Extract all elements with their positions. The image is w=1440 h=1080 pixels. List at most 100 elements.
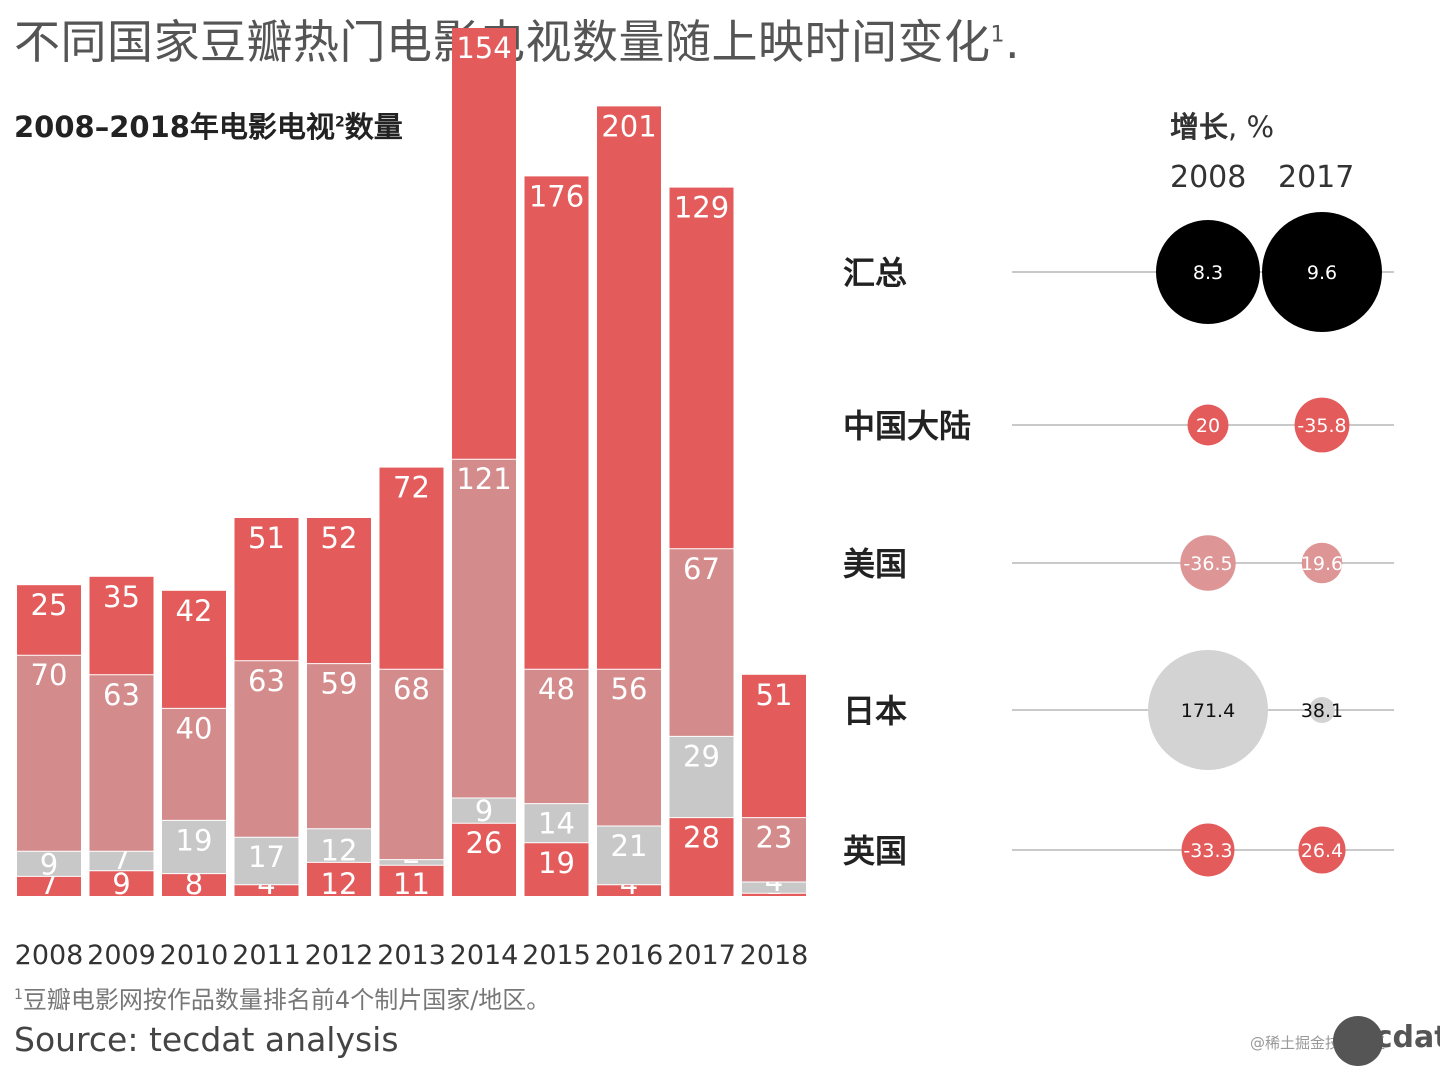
bar-segment-2014-3	[452, 459, 516, 798]
growth-value-row-4-2017: 38.1	[1301, 700, 1343, 722]
bar-label-2013-1: 11	[393, 867, 430, 901]
bar-label-2011-3: 63	[248, 664, 285, 698]
growth-bubble-row-1-2008	[1156, 220, 1260, 324]
bar-segment-2009-2	[89, 851, 154, 871]
x-tick-2013: 2013	[377, 940, 446, 971]
bar-segment-2018-4	[742, 674, 806, 818]
bar-segment-2012-3	[307, 663, 371, 829]
bar-segment-2014-2	[452, 798, 516, 824]
bar-segment-2013-1	[379, 865, 444, 896]
growth-value-row-5-2017: 26.4	[1301, 840, 1343, 862]
bar-segment-2016-1	[597, 884, 661, 896]
bar-segment-2017-1	[669, 817, 734, 896]
bar-segment-2012-4	[307, 518, 371, 664]
bar-segment-2015-2	[524, 803, 589, 843]
bar-segment-2013-3	[379, 669, 444, 860]
growth-year-2008: 2008	[1170, 160, 1247, 195]
bar-label-2014-2: 9	[475, 794, 493, 828]
bar-segment-2008-4	[17, 585, 81, 656]
watermark-text: tecdat	[1340, 1020, 1440, 1055]
bar-label-2012-3: 59	[321, 667, 358, 701]
growth-bubble-row-4-2017	[1309, 697, 1335, 723]
growth-bubble-row-2-2017	[1294, 397, 1350, 453]
bar-segment-2008-3	[17, 655, 81, 852]
growth-row-label-row-4: 日本	[843, 692, 907, 730]
x-tick-2009: 2009	[87, 940, 156, 971]
bar-segment-2018-1	[742, 893, 806, 896]
bar-label-2008-4: 25	[31, 588, 68, 622]
bar-segment-2011-1	[234, 884, 299, 896]
bar-label-2015-4: 176	[529, 179, 584, 213]
growth-bubble-row-1-2017	[1262, 212, 1382, 332]
growth-bubble-row-5-2008	[1181, 823, 1235, 877]
bar-label-2010-4: 42	[176, 594, 213, 628]
growth-value-row-1-2017: 9.6	[1307, 262, 1337, 284]
bar-segment-2014-1	[452, 823, 516, 896]
bar-segment-2008-1	[17, 876, 81, 896]
bar-label-2014-3: 121	[456, 462, 511, 496]
bar-segment-2015-4	[524, 176, 589, 670]
growth-bubble-row-3-2017	[1301, 542, 1343, 584]
x-tick-2008: 2008	[15, 940, 84, 971]
bar-segment-2015-3	[524, 669, 589, 804]
bar-label-2008-3: 70	[31, 658, 68, 692]
bar-segment-2011-4	[234, 518, 299, 661]
x-tick-2015: 2015	[522, 940, 591, 971]
bar-chart-subtitle: 2008–2018年电影电视2数量	[14, 110, 403, 144]
x-tick-2018: 2018	[740, 940, 809, 971]
bar-label-2015-3: 48	[538, 672, 575, 706]
bar-label-2015-1: 19	[538, 846, 575, 880]
x-tick-2012: 2012	[305, 940, 374, 971]
bar-label-2016-4: 201	[601, 109, 656, 143]
bar-label-2014-4: 154	[456, 31, 511, 65]
bar-label-2018-4: 51	[756, 678, 793, 712]
bar-segment-2017-4	[669, 187, 734, 549]
bar-segment-2011-2	[234, 837, 299, 885]
bar-segment-2015-1	[524, 842, 589, 896]
bar-label-2008-2: 9	[40, 847, 58, 881]
growth-value-row-3-2017: 19.6	[1301, 553, 1343, 575]
bar-label-2017-2: 29	[683, 739, 720, 773]
growth-row-label-row-1: 汇总	[843, 254, 907, 292]
bar-label-2017-4: 129	[674, 191, 729, 225]
bar-label-2011-4: 51	[248, 521, 285, 555]
bar-segment-2016-4	[597, 106, 661, 670]
growth-value-row-1-2008: 8.3	[1193, 262, 1223, 284]
growth-value-row-3-2008: -36.5	[1183, 553, 1232, 575]
bar-label-2013-4: 72	[393, 471, 430, 505]
bar-label-2016-2: 21	[611, 829, 648, 863]
bar-segment-2008-2	[17, 851, 81, 877]
bar-label-2010-2: 19	[176, 823, 213, 857]
bar-segment-2010-3	[162, 708, 226, 821]
bar-segment-2013-2	[379, 859, 444, 866]
bar-segment-2010-1	[162, 873, 226, 896]
bar-segment-2018-2	[742, 882, 806, 894]
bar-segment-2011-3	[234, 660, 299, 838]
bar-label-2012-4: 52	[321, 521, 358, 555]
bar-segment-2009-3	[89, 674, 154, 852]
x-tick-2017: 2017	[667, 940, 736, 971]
growth-row-label-row-3: 美国	[843, 545, 907, 583]
growth-value-row-2-2017: -35.8	[1297, 415, 1346, 437]
bar-label-2010-1: 8	[185, 867, 203, 901]
bar-segment-2016-3	[597, 669, 661, 826]
x-tick-2010: 2010	[160, 940, 229, 971]
source-note: Source: tecdat analysis	[14, 1020, 399, 1059]
growth-value-row-4-2008: 171.4	[1181, 700, 1235, 722]
growth-bubble-row-5-2017	[1298, 826, 1346, 874]
bar-segment-2016-2	[597, 826, 661, 885]
watermark-logo-icon	[1333, 1016, 1383, 1066]
bar-label-2017-3: 67	[683, 552, 720, 586]
x-tick-2014: 2014	[450, 940, 519, 971]
x-tick-2016: 2016	[595, 940, 664, 971]
bar-label-2009-4: 35	[103, 580, 140, 614]
bar-segment-2009-1	[89, 870, 154, 896]
bar-label-2011-2: 17	[248, 840, 285, 874]
bar-segment-2010-2	[162, 820, 226, 874]
x-tick-2011: 2011	[232, 940, 301, 971]
bar-label-2010-3: 40	[176, 711, 213, 745]
bar-label-2012-2: 12	[321, 833, 358, 867]
bar-segment-2018-3	[742, 817, 806, 882]
growth-bubble-row-4-2008	[1148, 650, 1268, 770]
